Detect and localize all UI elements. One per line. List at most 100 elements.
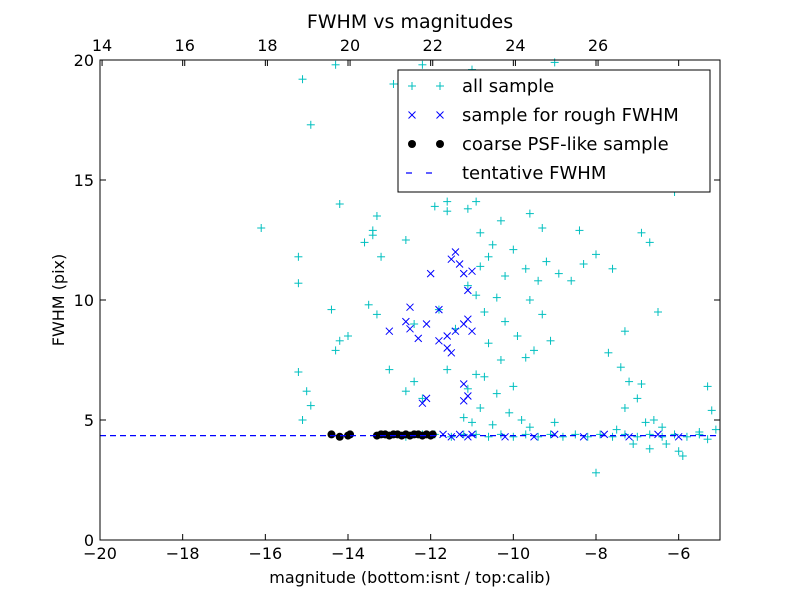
all-sample-point [501,317,510,326]
legend-label: sample for rough FWHM [462,105,679,126]
rough-fwhm-point [501,432,509,441]
all-sample-point [443,207,452,216]
rough-fwhm-point [579,432,588,441]
rough-fwhm-point-b [501,432,509,441]
all-sample-point [401,387,410,396]
x-tick-label: −18 [166,544,200,563]
all-sample-point [360,238,369,247]
all-sample-point [492,389,501,398]
y-axis: 0 5 10 15 20 [74,51,720,550]
all-sample-point [496,356,505,364]
rough-fwhm-point [447,432,456,441]
all-sample-point [418,60,427,69]
rough-fwhm-point [459,320,468,328]
rough-fwhm-point-b [459,269,468,278]
rough-fwhm-point-b [447,432,456,441]
rough-fwhm-point-b [468,267,476,276]
rough-fwhm-point [459,396,468,405]
rough-fwhm-point-b [443,332,452,340]
rough-fwhm-point-b [385,327,394,336]
rough-fwhm-point-b [468,430,476,439]
rough-fwhm-point [439,430,447,439]
rough-fwhm-point-b [439,430,447,439]
rough-fwhm-point [464,286,472,295]
all-sample-point [558,432,567,441]
all-sample-point [550,418,559,427]
all-sample-point [521,264,530,273]
all-sample-point [364,300,373,309]
all-sample-point [641,418,650,427]
all-sample-point [612,425,621,434]
all-sample-point [418,394,427,403]
legend-marker [436,111,444,119]
rough-fwhm-point-b [443,344,452,352]
all-sample-point [542,257,551,266]
all-sample-point [327,305,336,314]
rough-fwhm-point-b [464,432,472,441]
all-sample-point [658,423,667,432]
all-sample-point [620,404,629,412]
psf-like-point [346,430,355,439]
chart-title: FWHM vs magnitudes [307,11,513,33]
all-sample-point [637,228,646,237]
all-sample-point [463,384,472,393]
all-sample-point [306,120,315,129]
all-sample-point [480,372,489,381]
top-axis: 14 16 18 20 22 24 26 [92,36,608,66]
rough-fwhm-point-b [550,430,559,439]
all-sample-point [662,440,671,448]
x-tick-label: −16 [248,544,282,563]
all-sample-point [476,404,485,412]
all-sample-point [592,468,600,477]
all-sample-point [625,377,634,386]
all-sample-point [575,226,584,235]
rough-fwhm-point-b [654,430,662,439]
all-sample-point [484,339,493,348]
rough-fwhm-point [654,430,662,439]
all-sample-point [372,310,381,319]
all-sample-point [608,264,617,273]
all-sample-point [571,430,580,439]
all-sample-point [410,377,419,386]
rough-fwhm-point [447,255,456,264]
all-sample-point [670,430,679,439]
all-sample-point [583,432,592,441]
all-sample-point [645,238,654,247]
all-sample-point [501,272,510,280]
all-sample-point [517,416,526,424]
rough-fwhm-point [674,432,683,441]
legend-label: tentative FWHM [462,163,606,184]
rough-fwhm-point [550,430,559,439]
all-sample-point [430,202,439,211]
all-sample-point [579,260,588,268]
rough-fwhm-point [451,248,460,256]
rough-fwhm-point-b [406,324,414,333]
all-sample-point [711,425,720,434]
all-sample-point [616,363,625,372]
rough-fwhm-point-b [674,432,683,441]
psf-like-point [327,430,336,439]
rough-fwhm-point [455,430,464,439]
all-sample-point [463,204,472,213]
top-tick-label: 18 [257,36,277,55]
all-sample-point [306,401,315,410]
legend-label: all sample [462,76,554,97]
x-axis: −20 −18 −16 −14 −12 −10 −8 −6 [83,60,690,563]
y-tick-label: 20 [74,51,94,70]
all-sample-point [298,75,307,84]
all-sample-point [645,444,654,453]
all-sample-point [443,197,452,206]
top-tick-label: 20 [340,36,360,55]
all-sample-point [629,440,638,448]
all-sample-point [534,432,543,441]
all-sample-point [472,430,481,439]
rough-fwhm-point-b [600,430,609,439]
all-sample-point [476,262,485,271]
legend-marker-b [436,111,444,119]
all-sample-point [468,418,476,427]
all-sample-point [372,212,381,220]
y-tick-label: 15 [74,171,94,190]
top-tick-label: 22 [423,36,443,55]
rough-fwhm-point [414,334,423,343]
rough-fwhm-point [406,324,414,333]
